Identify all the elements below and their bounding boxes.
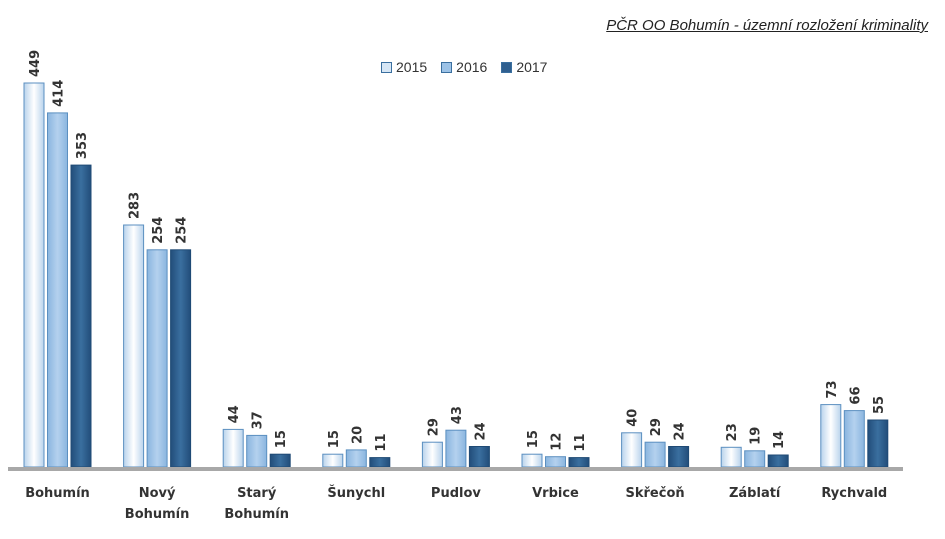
bar-2016-7 bbox=[744, 450, 766, 468]
bar-2017-7 bbox=[767, 454, 789, 468]
x-tick-label-2-1: Bohumín bbox=[224, 507, 289, 522]
bar-2016-1 bbox=[146, 249, 168, 468]
data-label-2016-6: 29 bbox=[649, 418, 664, 436]
x-tick-label-0-0: Bohumín bbox=[25, 486, 90, 501]
legend-item-2015: 2015 bbox=[381, 59, 427, 75]
data-label-2015-0: 449 bbox=[28, 50, 43, 77]
x-tick-label-8-0: Rychvald bbox=[821, 486, 887, 501]
bar-2015-2 bbox=[222, 428, 244, 468]
bar-2016-5 bbox=[545, 456, 566, 468]
x-tick-label-6-0: Skřečoň bbox=[626, 486, 685, 501]
data-label-2015-7: 23 bbox=[725, 423, 740, 441]
data-label-2016-1: 254 bbox=[151, 217, 166, 244]
legend-label-2015: 2015 bbox=[396, 59, 428, 75]
data-label-2016-8: 66 bbox=[848, 387, 863, 405]
data-label-2016-0: 414 bbox=[52, 80, 67, 107]
data-label-2017-6: 24 bbox=[673, 422, 688, 440]
data-label-2017-2: 15 bbox=[274, 430, 289, 448]
x-tick-label-2-0: Starý bbox=[237, 486, 277, 501]
bar-2015-5 bbox=[521, 453, 543, 468]
bar-2017-1 bbox=[170, 249, 192, 468]
data-label-2015-5: 15 bbox=[526, 430, 541, 448]
bar-2016-2 bbox=[246, 434, 268, 468]
bar-2015-3 bbox=[322, 453, 344, 468]
data-label-2015-1: 283 bbox=[128, 192, 143, 219]
x-tick-label-5-0: Vrbice bbox=[532, 486, 579, 501]
data-label-2016-3: 20 bbox=[350, 426, 365, 444]
x-tick-label-7-0: Záblatí bbox=[729, 486, 782, 501]
legend-swatch-2016 bbox=[441, 61, 453, 73]
bar-2017-4 bbox=[468, 446, 490, 468]
chart-title: PČR OO Bohumín - územní rozložení krimin… bbox=[606, 17, 928, 34]
bar-2015-6 bbox=[621, 432, 643, 468]
bar-2015-8 bbox=[820, 404, 842, 468]
bar-2017-6 bbox=[668, 446, 690, 468]
legend-swatch-2015 bbox=[381, 61, 392, 73]
data-label-2017-8: 55 bbox=[872, 396, 887, 414]
bars-group bbox=[23, 82, 889, 468]
data-label-2017-7: 14 bbox=[772, 431, 787, 449]
bar-2017-0 bbox=[70, 164, 92, 468]
legend-label-2017: 2017 bbox=[516, 59, 548, 75]
legend-item-2016: 2016 bbox=[441, 59, 487, 75]
bar-2015-4 bbox=[421, 441, 443, 468]
data-label-2017-3: 11 bbox=[374, 434, 389, 452]
legend-label-2016: 2016 bbox=[456, 59, 488, 75]
data-label-2015-8: 73 bbox=[825, 381, 840, 399]
data-label-2016-7: 19 bbox=[749, 427, 764, 445]
legend-swatch-2017 bbox=[501, 61, 513, 73]
bar-2017-3 bbox=[369, 457, 391, 468]
data-label-2015-2: 44 bbox=[227, 405, 242, 423]
data-label-2017-1: 254 bbox=[175, 217, 190, 244]
bar-2016-3 bbox=[345, 449, 367, 468]
legend-item-2017: 2017 bbox=[501, 59, 547, 75]
data-label-2017-4: 24 bbox=[473, 422, 488, 440]
data-label-2017-5: 11 bbox=[573, 434, 588, 452]
bar-2017-2 bbox=[269, 453, 291, 468]
data-label-2015-3: 15 bbox=[327, 430, 342, 448]
labels-group: 449 414 353 Bohumín 283 254 254 Nový Bohumín 44 37… bbox=[25, 50, 887, 522]
bar-2015-1 bbox=[123, 224, 145, 468]
x-tick-label-1-1: Bohumín bbox=[125, 507, 190, 522]
data-label-2016-4: 43 bbox=[450, 406, 465, 424]
x-axis-line bbox=[8, 467, 903, 471]
legend: 2015 2016 2017 bbox=[381, 59, 547, 75]
bar-2016-6 bbox=[644, 441, 666, 468]
data-label-2015-6: 40 bbox=[626, 409, 641, 427]
data-label-2016-2: 37 bbox=[251, 411, 266, 429]
bar-2017-5 bbox=[568, 457, 590, 468]
x-tick-label-3-0: Šunychl bbox=[327, 485, 385, 501]
x-tick-label-4-0: Pudlov bbox=[431, 486, 481, 501]
data-label-2017-0: 353 bbox=[75, 132, 90, 159]
bar-2016-8 bbox=[843, 410, 865, 468]
bar-2017-8 bbox=[867, 419, 889, 468]
bar-2016-4 bbox=[445, 429, 467, 468]
x-tick-label-1-0: Nový bbox=[139, 486, 176, 501]
bar-2015-0 bbox=[23, 82, 45, 468]
bar-2016-0 bbox=[47, 112, 68, 468]
data-label-2015-4: 29 bbox=[426, 418, 441, 436]
bar-2015-7 bbox=[720, 446, 742, 468]
data-label-2016-5: 12 bbox=[550, 433, 565, 451]
